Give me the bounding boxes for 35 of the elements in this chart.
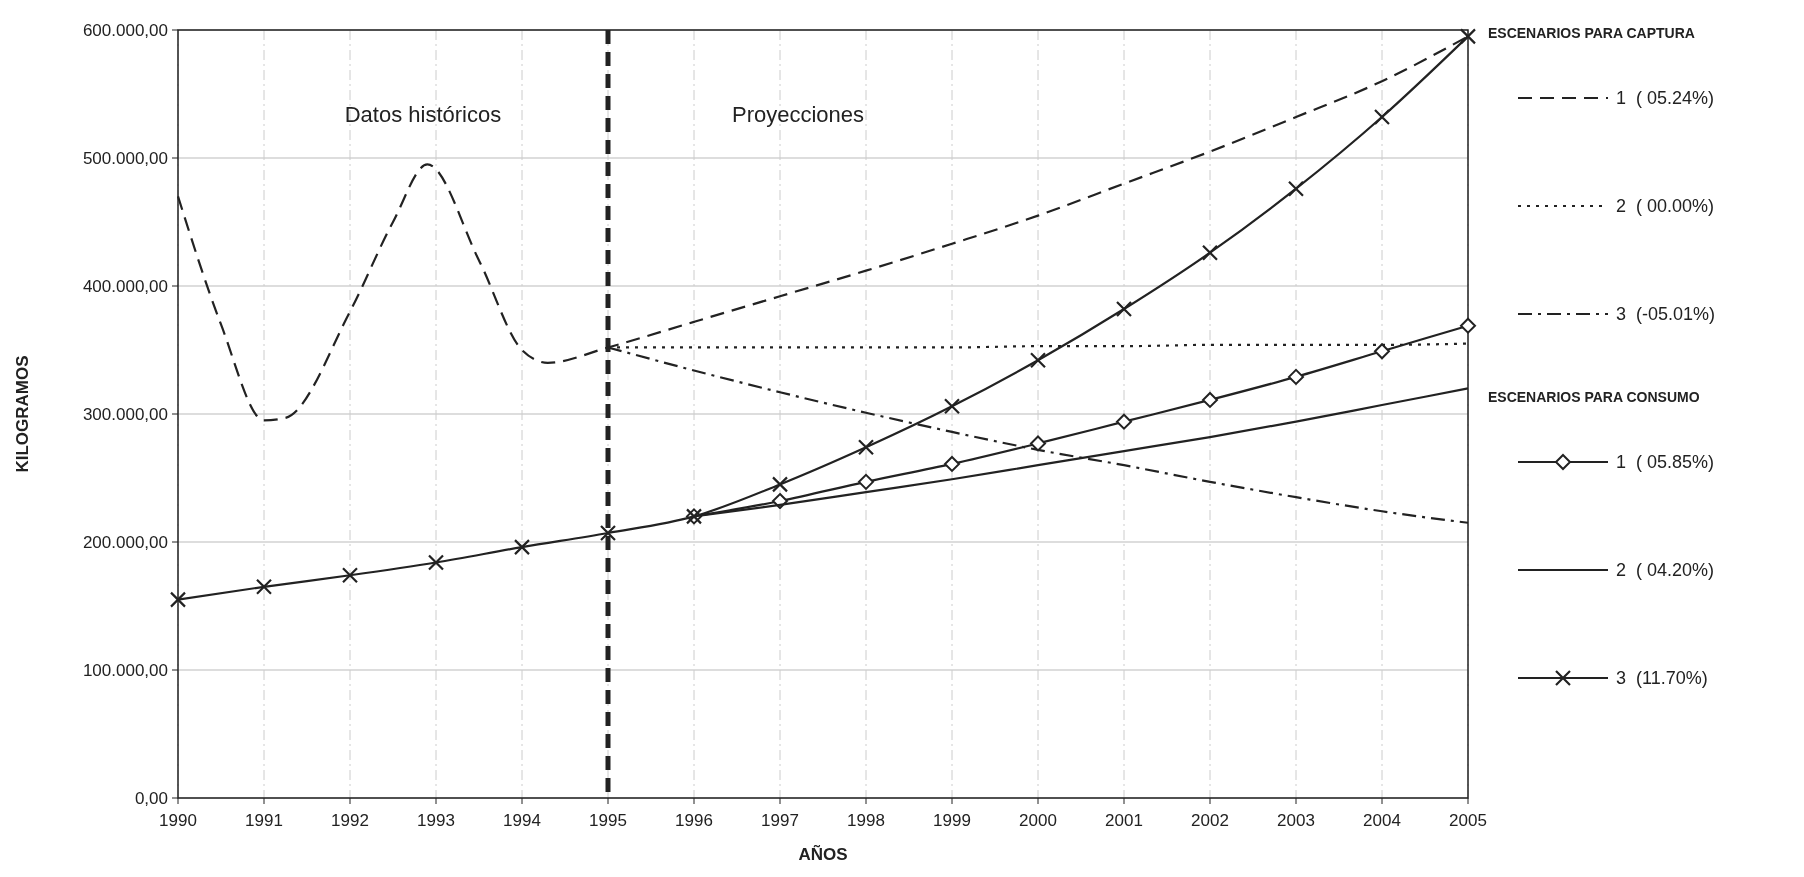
legend-label: 1 ( 05.85%)	[1616, 452, 1715, 473]
x-tick-label: 2000	[1019, 811, 1057, 830]
x-tick-label: 1993	[417, 811, 455, 830]
legend-label: 2 ( 04.20%)	[1616, 560, 1715, 581]
y-tick-label: 100.000,00	[82, 660, 168, 680]
y-tick-label: 200.000,00	[82, 532, 168, 552]
annotation: Proyecciones	[731, 102, 865, 128]
x-tick-label: 1998	[847, 811, 885, 830]
x-tick-label: 1992	[331, 811, 369, 830]
legend-label: 1 ( 05.24%)	[1616, 88, 1715, 109]
x-tick-label: 2004	[1363, 811, 1401, 830]
x-tick-label: 2002	[1191, 811, 1229, 830]
legend-label: 3 (11.70%)	[1616, 668, 1708, 689]
y-tick-label: 600.000,00	[82, 20, 168, 40]
x-tick-label: 2003	[1277, 811, 1315, 830]
text: ESCENARIOS PARA CONSUMO	[1488, 389, 1700, 405]
x-tick-label: 1999	[933, 811, 971, 830]
x-tick-label: 1994	[503, 811, 541, 830]
text: ESCENARIOS PARA CAPTURA	[1488, 25, 1695, 41]
x-tick-label: 1996	[675, 811, 713, 830]
y-tick-label: 500.000,00	[82, 148, 168, 168]
y-tick-label: 0,00	[134, 788, 168, 808]
legend-label: 3 (-05.01%)	[1616, 304, 1716, 325]
x-tick-label: 2001	[1105, 811, 1143, 830]
x-tick-label: 1990	[159, 811, 197, 830]
y-tick-label: 300.000,00	[82, 404, 168, 424]
y-axis-title: KILOGRAMOS	[13, 355, 32, 473]
legend-label: 2 ( 00.00%)	[1616, 196, 1715, 217]
y-tick-label: 400.000,00	[82, 276, 168, 296]
x-tick-label: 1991	[245, 811, 283, 830]
x-axis-title: AÑOS	[798, 844, 848, 864]
annotation: Datos históricos	[344, 102, 502, 128]
x-tick-label: 1997	[761, 811, 799, 830]
x-tick-label: 1995	[589, 811, 627, 830]
x-tick-label: 2005	[1449, 811, 1487, 830]
